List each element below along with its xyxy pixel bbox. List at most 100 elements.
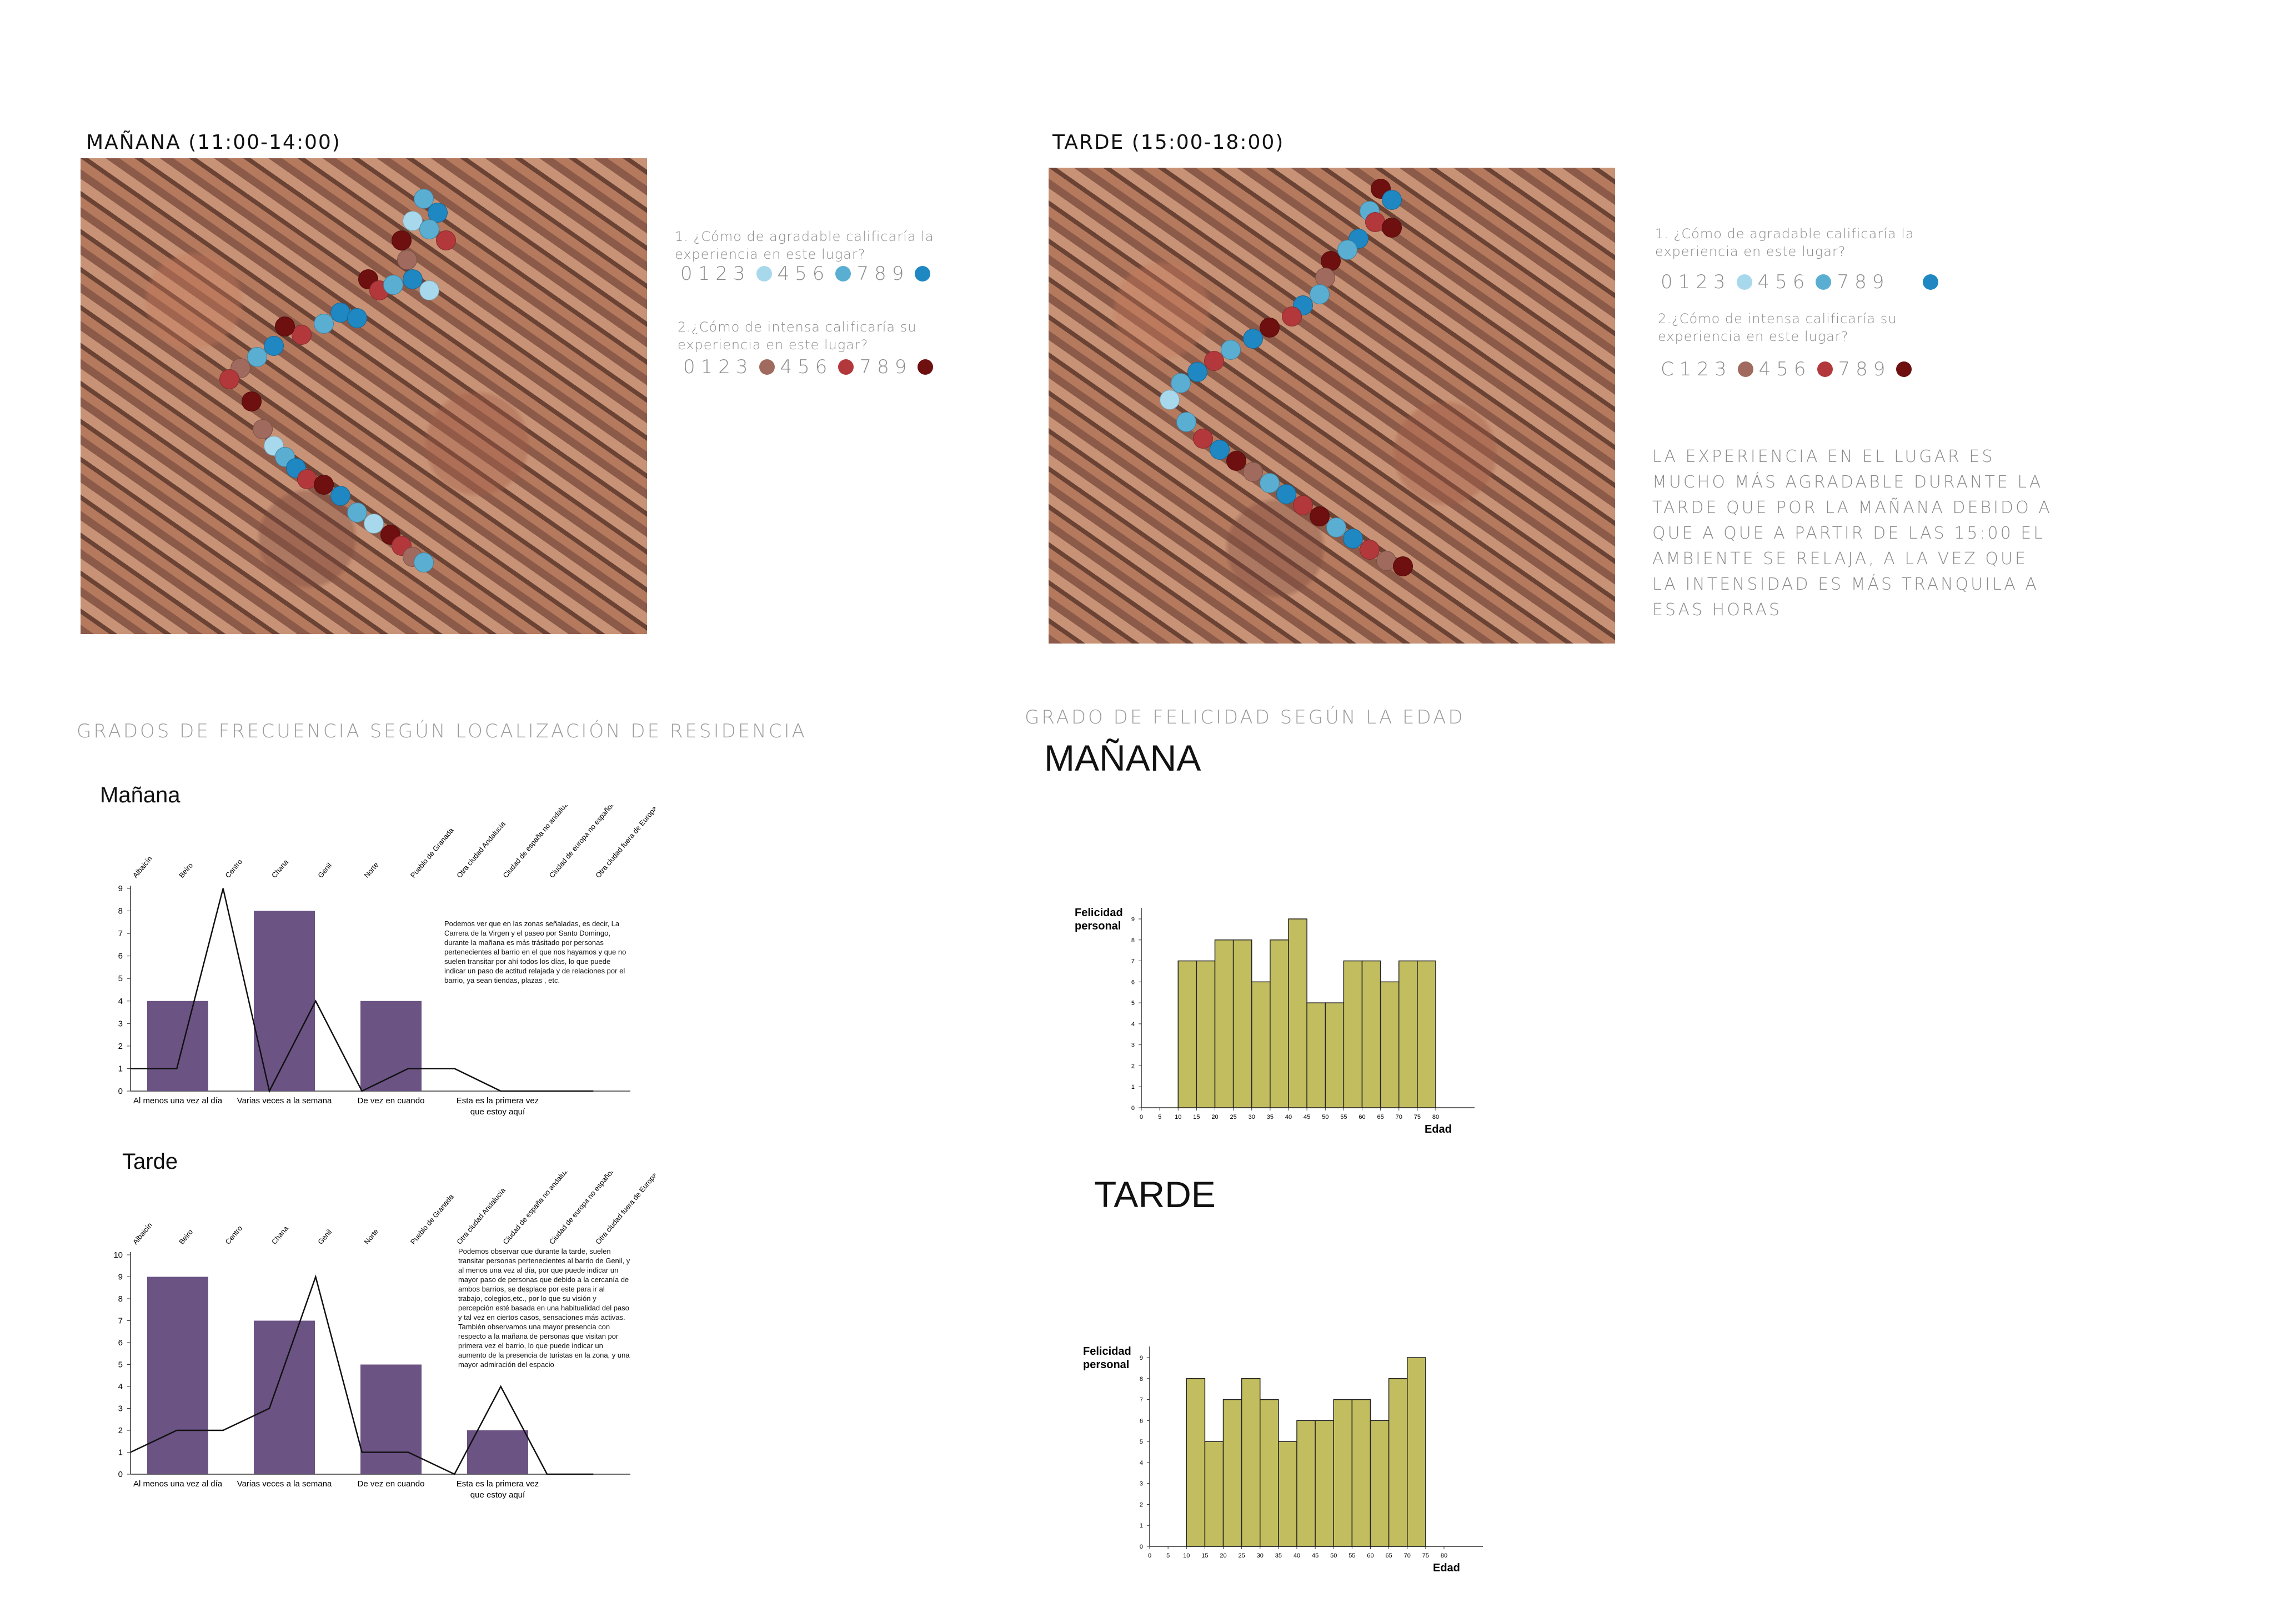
scale-dot-mid — [1817, 361, 1833, 377]
bar — [467, 1430, 528, 1474]
bar — [147, 1001, 208, 1091]
y-axis-label: personal — [1075, 920, 1121, 932]
histogram-bar — [1270, 939, 1289, 1108]
survey-marker — [414, 552, 434, 572]
scale-mid-label: 456 — [1758, 358, 1812, 380]
histogram-bar — [1370, 1420, 1390, 1547]
scale-dot-low — [1737, 361, 1753, 377]
map-title-manana: MAÑANA (11:00-14:00) — [86, 131, 341, 154]
scale-high-label: 789 — [859, 356, 913, 378]
survey-marker — [1243, 462, 1263, 482]
x-tick-label: 25 — [1239, 1552, 1245, 1559]
survey-marker — [242, 391, 262, 411]
y-tick-label: 5 — [1140, 1439, 1143, 1445]
y-tick-label: 7 — [1131, 958, 1135, 965]
heading-manana: MAÑANA — [1044, 737, 1201, 778]
histogram-bar — [1380, 981, 1400, 1108]
x-tick-label: 80 — [1432, 1114, 1439, 1120]
y-axis-label: Felicidad — [1075, 907, 1123, 919]
histogram-bar — [1186, 1378, 1206, 1547]
survey-marker — [275, 316, 295, 336]
x-tick-label: 80 — [1441, 1552, 1447, 1559]
histogram-bar — [1214, 939, 1234, 1108]
annotation-tarde: Podemos observar que durante la tarde, s… — [458, 1247, 630, 1369]
y-tick-label: 5 — [118, 974, 123, 983]
histogram-bar — [1232, 939, 1252, 1108]
scale-dot-low — [1736, 274, 1752, 290]
y-tick-label: 9 — [1131, 916, 1135, 923]
line-category-label: Chana — [270, 857, 290, 880]
legend-scale-1: 0123 456 789 — [680, 261, 936, 287]
y-tick-label: 1 — [1131, 1084, 1135, 1091]
histogram-bar — [1251, 981, 1271, 1108]
line-category-label: Genil — [316, 1228, 333, 1246]
section-title-felicidad: GRADO DE FELICIDAD SEGÚN LA EDAD — [1025, 706, 1465, 728]
survey-marker — [1204, 351, 1224, 371]
histogram-bar — [1306, 1002, 1326, 1108]
histogram-bar — [1222, 1399, 1242, 1547]
y-tick-label: 4 — [118, 1382, 123, 1391]
legend-question-1-tarde: 1. ¿Cómo de agradable calificaría la exp… — [1655, 226, 1914, 259]
category-label: De vez en cuando — [358, 1479, 425, 1489]
histogram-bar — [1288, 918, 1307, 1108]
bar — [147, 1277, 208, 1474]
y-tick-label: 6 — [1140, 1418, 1143, 1424]
x-tick-label: 75 — [1414, 1114, 1421, 1120]
y-tick-label: 3 — [1140, 1481, 1143, 1488]
y-tick-label: 3 — [118, 1019, 123, 1028]
survey-marker — [1276, 484, 1296, 504]
category-label: De vez en cuando — [358, 1096, 425, 1106]
scale-dot-low — [759, 359, 775, 375]
histogram-bar — [1204, 1441, 1224, 1547]
frequency-chart-manana: 0 1 2 3 4 5 6 7 8 9 Al menos una vez al día Varias … — [118, 805, 655, 1117]
category-label: Esta es la primera vez — [457, 1479, 539, 1489]
survey-marker — [1226, 451, 1246, 471]
survey-marker — [419, 280, 439, 300]
chart-title-tarde: Tarde — [122, 1149, 178, 1174]
survey-marker — [314, 475, 334, 495]
histogram-bar — [1260, 1399, 1279, 1547]
scale-dot-high — [918, 359, 934, 375]
histogram-bar — [1407, 1357, 1426, 1547]
survey-marker — [1260, 318, 1280, 338]
survey-marker — [1393, 556, 1413, 576]
line-category-label: Otra ciudad Andalucía — [455, 820, 507, 880]
legend-scale-2: 0123 456 789 — [683, 354, 939, 380]
y-tick-label: 7 — [1140, 1397, 1143, 1404]
survey-marker — [253, 419, 273, 439]
line-series — [130, 1274, 594, 1475]
survey-marker — [1210, 440, 1230, 460]
bar — [254, 1320, 315, 1474]
y-tick-label: 4 — [1131, 1021, 1135, 1028]
y-tick-label: 6 — [1131, 979, 1135, 986]
survey-marker — [392, 230, 412, 250]
line-category-label: Genil — [316, 861, 333, 880]
line-category-label: Otra ciudad Andalucía — [455, 1186, 507, 1246]
y-tick-label: 6 — [118, 1338, 123, 1348]
survey-marker — [1187, 362, 1207, 382]
scale-dot-mid — [835, 266, 851, 282]
survey-marker — [1310, 506, 1330, 526]
annotation-manana: Podemos ver que en las zonas señaladas, … — [444, 919, 626, 984]
x-tick-label: 65 — [1377, 1114, 1384, 1120]
y-tick-label: 0 — [118, 1087, 123, 1096]
line-series — [131, 888, 594, 1093]
y-tick-label: 3 — [118, 1404, 123, 1414]
survey-marker — [314, 314, 334, 334]
y-tick-label: 8 — [1140, 1376, 1143, 1383]
category-label: Esta es la primera vez — [457, 1096, 539, 1106]
x-axis-label: Edad — [1433, 1562, 1460, 1574]
histogram-bar — [1315, 1420, 1334, 1547]
scale-high-label: 789 — [1838, 358, 1891, 380]
scale-mid-label: 456 — [780, 356, 833, 378]
survey-marker — [1343, 529, 1363, 549]
x-tick-label: 60 — [1367, 1552, 1373, 1559]
y-tick-label: 5 — [1131, 1000, 1135, 1007]
x-axis-label: Edad — [1425, 1123, 1452, 1135]
x-tick-label: 40 — [1294, 1552, 1300, 1559]
heading-tarde: TARDE — [1094, 1174, 1216, 1215]
y-tick-label: 9 — [1140, 1355, 1143, 1361]
x-tick-label: 50 — [1330, 1552, 1337, 1559]
scale-low-label: 0123 — [680, 263, 751, 285]
category-label: Al menos una vez al día — [133, 1096, 223, 1106]
